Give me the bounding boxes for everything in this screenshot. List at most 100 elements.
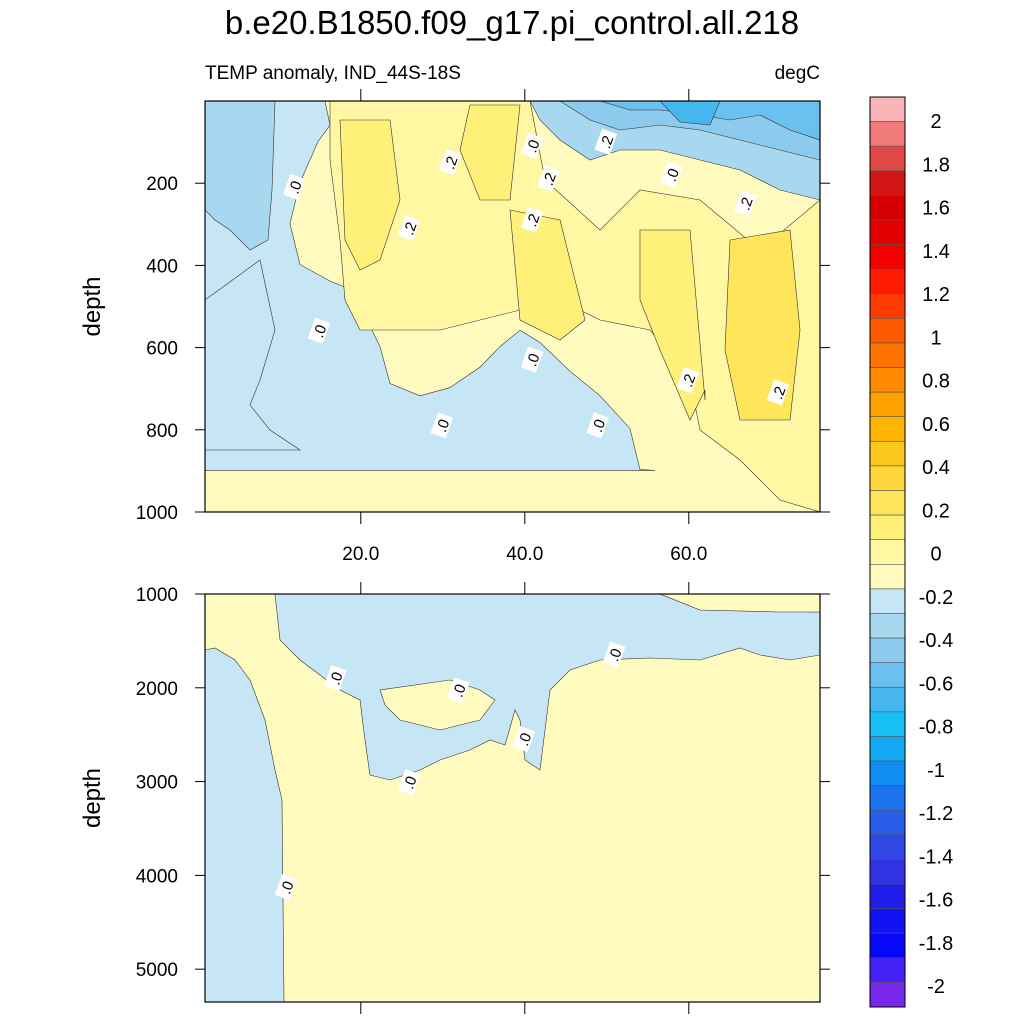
contour-label: .0 xyxy=(520,346,544,373)
y-tick-label: 400 xyxy=(146,256,178,277)
contour-label: .0 xyxy=(274,874,298,901)
contour-label-text: .0 xyxy=(663,166,683,184)
contour-label: .0 xyxy=(397,769,421,796)
upper-west-cool xyxy=(205,101,276,251)
colorbar-swatch xyxy=(869,514,906,541)
contour-label-box xyxy=(594,128,618,155)
contour-label-text: .0 xyxy=(450,682,470,700)
colorbar-swatch xyxy=(869,883,906,909)
upper-warm-core-e xyxy=(724,229,801,421)
contour-label: .2 xyxy=(397,214,421,242)
colorbar-swatch xyxy=(869,195,906,221)
contour-label: .2 xyxy=(766,379,790,406)
contour-label-text: .2 xyxy=(737,195,757,213)
contour-label: .0 xyxy=(446,677,470,704)
colorbar-swatch xyxy=(869,588,906,614)
colorbar-label: -1 xyxy=(927,760,945,782)
colorbar-swatch xyxy=(869,785,906,811)
colorbar-label: 0.6 xyxy=(922,414,950,436)
colorbar-swatch xyxy=(869,367,906,393)
variable-subtitle: TEMP anomaly, IND_44S-18S xyxy=(205,63,461,84)
contour-label: .0 xyxy=(660,161,683,188)
y-tick-label: 4000 xyxy=(136,866,178,887)
contour-label-text: .0 xyxy=(433,417,453,435)
contour-label-text: .2 xyxy=(441,154,461,172)
colorbar-swatch xyxy=(869,932,906,959)
lower-frame xyxy=(204,593,821,1003)
contour-label: .0 xyxy=(323,664,347,692)
y-axis-label: depth xyxy=(79,276,106,336)
contour-label-box xyxy=(520,132,544,159)
y-tick-label: 5000 xyxy=(136,960,178,981)
colorbar-swatch xyxy=(869,465,906,491)
colorbar-label: -1.4 xyxy=(919,846,953,868)
colorbar-label: -0.4 xyxy=(919,630,953,652)
contour-label-box xyxy=(307,317,331,344)
contour-label-text: .2 xyxy=(400,220,420,238)
colorbar-swatch xyxy=(869,416,906,442)
colorbar-swatch xyxy=(869,170,906,196)
colorbar-swatch xyxy=(869,441,906,467)
contour-label-box xyxy=(520,346,544,373)
contour-label: .0 xyxy=(307,317,331,344)
contour-label: .0 xyxy=(586,412,609,439)
colorbar-swatch xyxy=(869,121,906,147)
colorbar-swatch xyxy=(869,244,906,270)
colorbar-label: 1.2 xyxy=(922,284,950,306)
colorbar-swatch xyxy=(869,736,906,762)
colorbar-label: -0.6 xyxy=(919,673,953,695)
contour-label-text: .0 xyxy=(277,879,297,897)
y-tick-label: 2000 xyxy=(136,679,178,700)
contour-label: .0 xyxy=(430,412,454,439)
colorbar-swatch xyxy=(869,613,906,639)
contour-label-box xyxy=(733,190,757,217)
colorbar-label: 1.6 xyxy=(922,198,950,220)
colorbar-label: -1.8 xyxy=(919,933,953,955)
contour-label-box xyxy=(660,161,683,188)
lower-warm-corner xyxy=(659,594,820,613)
colorbar-label: -0.2 xyxy=(919,587,953,609)
y-tick-label: 600 xyxy=(146,339,178,360)
colorbar-swatch xyxy=(869,711,906,737)
contour-label-text: .2 xyxy=(523,212,543,230)
lower-west-column xyxy=(205,647,285,1002)
colorbar-label: 1.4 xyxy=(922,241,950,263)
contour-label: .0 xyxy=(282,173,306,201)
upper-west-col xyxy=(205,259,301,451)
colorbar-label: 0 xyxy=(930,544,941,566)
upper-panel-fill xyxy=(205,101,820,512)
contour-label-box xyxy=(602,641,626,668)
contour-label-text: .2 xyxy=(769,384,789,402)
upper-warm-core-c xyxy=(509,209,586,341)
contour-label-text: .2 xyxy=(540,170,560,188)
contour-label-text: .0 xyxy=(605,646,625,664)
colorbar-swatch xyxy=(869,982,906,1008)
colorbar-label: -0.8 xyxy=(919,717,953,739)
contour-label: .0 xyxy=(520,132,544,159)
contour-label-box xyxy=(274,874,298,901)
colorbar-swatch xyxy=(869,318,906,344)
contour-label-box xyxy=(676,367,700,394)
contour-label-text: .0 xyxy=(523,138,543,156)
lower-panel: 1000 2000 3000 4000 5000 depth .0 .0 .0 .0 .0 .0 xyxy=(79,582,830,1014)
colorbar-label: 1.8 xyxy=(922,154,950,176)
chart-title: b.e20.B1850.f09_g17.pi_control.all.218 xyxy=(224,4,800,41)
contour-label-box xyxy=(323,664,347,692)
contour-label-box xyxy=(520,206,544,233)
contour-label-box xyxy=(430,412,454,439)
colorbar-label: 2 xyxy=(930,111,941,133)
colorbar-label: -2 xyxy=(927,976,945,998)
colorbar-swatch xyxy=(869,539,906,565)
contour-label-box xyxy=(512,725,536,753)
colorbar-label: 0.4 xyxy=(922,457,950,479)
units-subtitle: degC xyxy=(774,63,820,84)
contour-label: .0 xyxy=(602,641,626,668)
colorbar-swatch xyxy=(869,219,906,245)
y-tick-label: 3000 xyxy=(136,773,178,794)
colorbar-swatch xyxy=(869,809,906,836)
upper-warm-core-b xyxy=(459,104,521,201)
colorbar-swatch xyxy=(869,662,906,688)
colorbar-label: -1.2 xyxy=(919,803,953,825)
y-tick-label: 800 xyxy=(146,421,178,442)
